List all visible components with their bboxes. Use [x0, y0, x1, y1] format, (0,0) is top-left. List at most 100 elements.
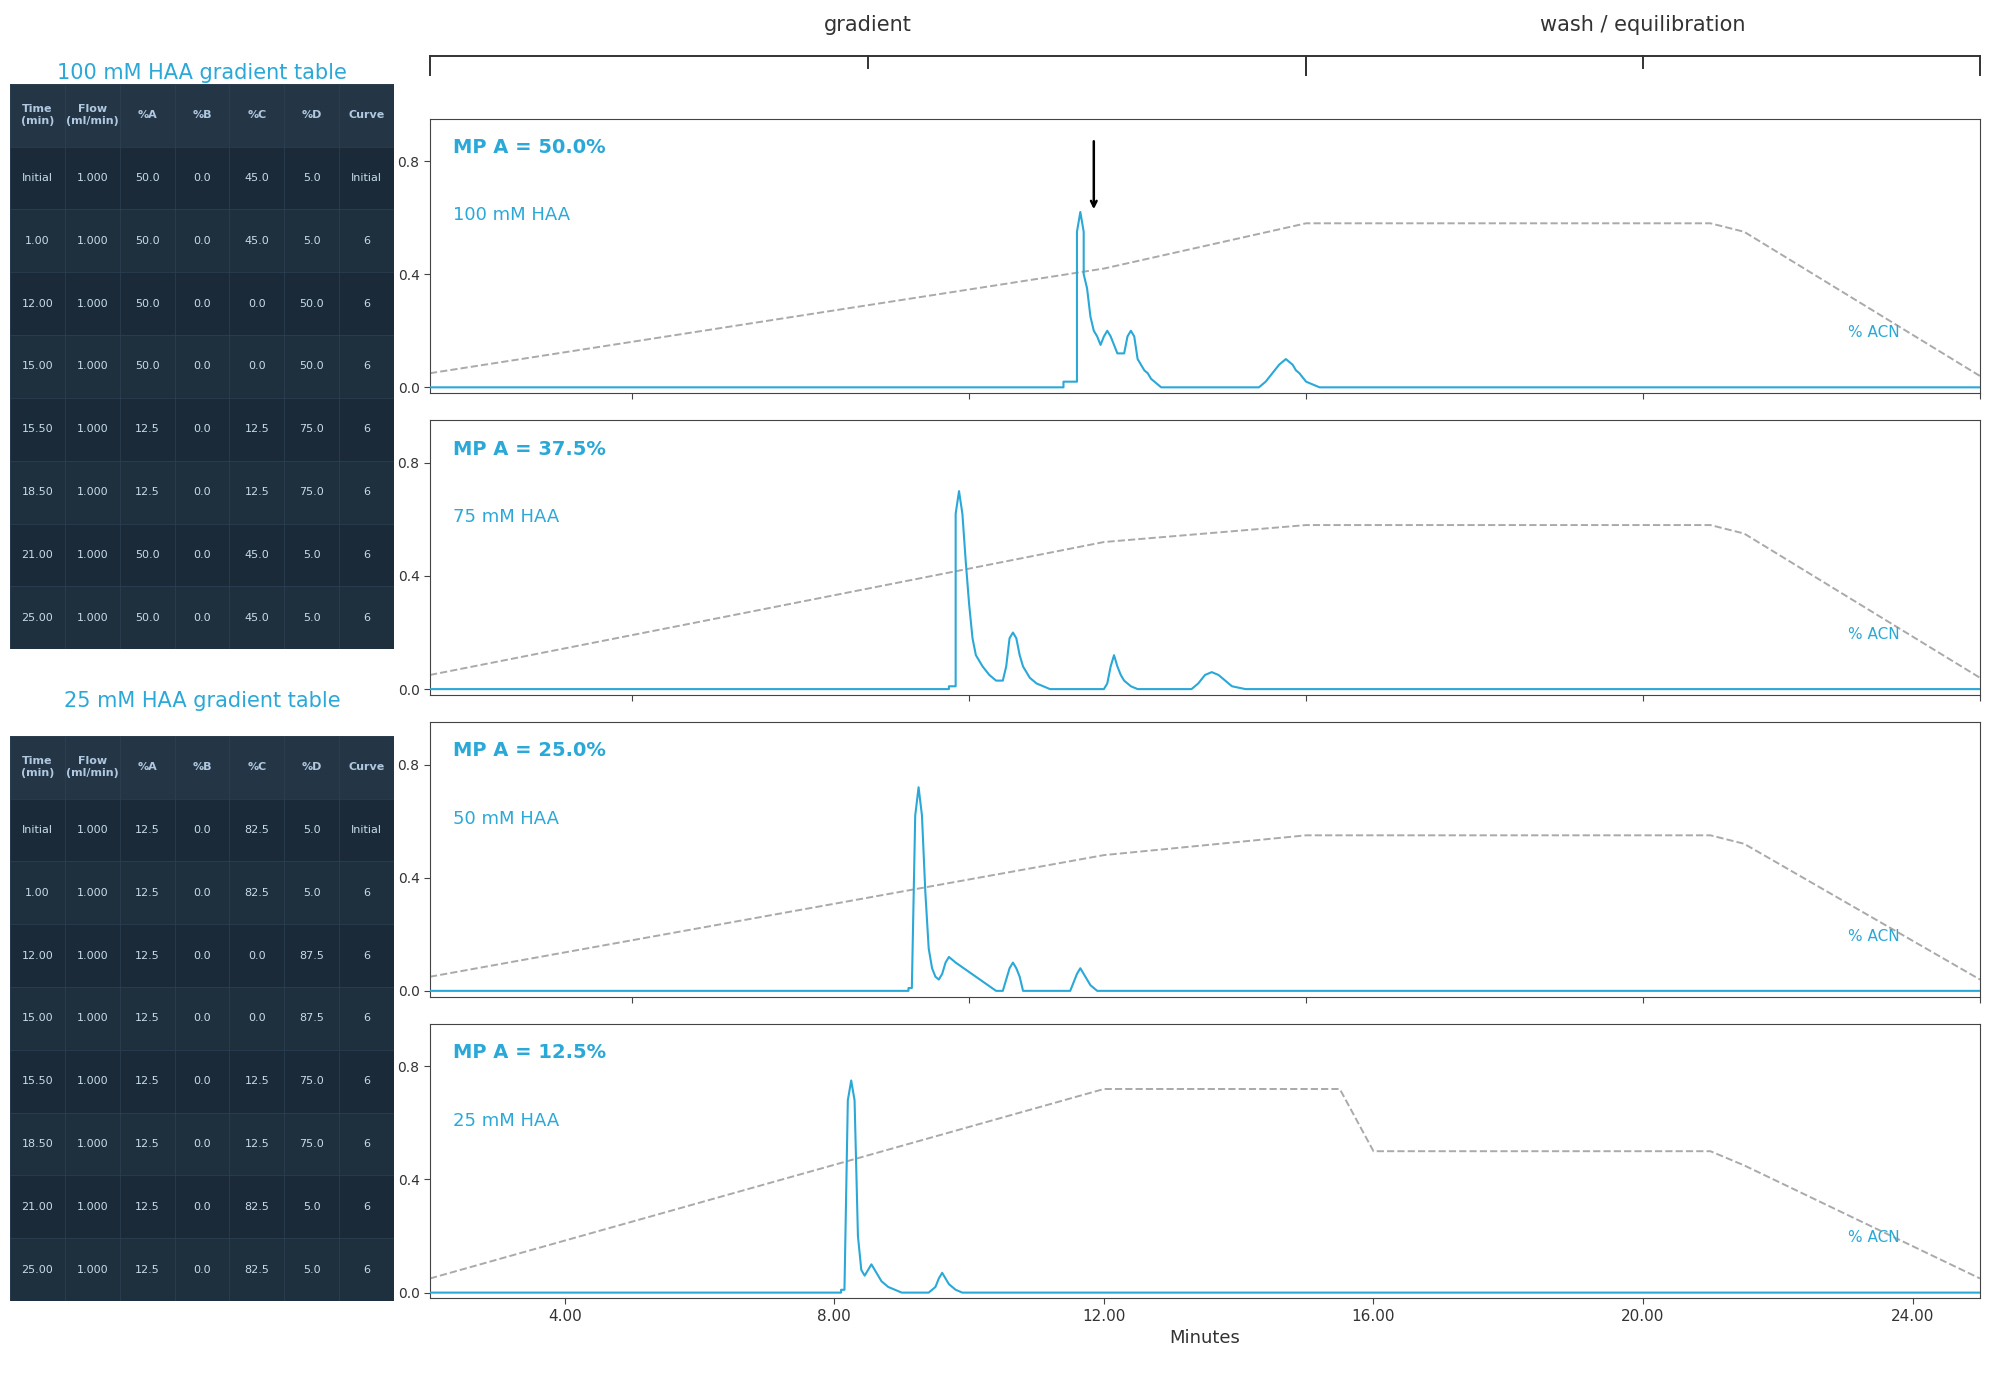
Text: 87.5: 87.5	[300, 1013, 324, 1023]
Text: 0.0: 0.0	[194, 550, 210, 560]
Text: MP A = 25.0%: MP A = 25.0%	[454, 741, 606, 761]
Text: 50.0: 50.0	[134, 236, 160, 246]
Text: 25 mM HAA: 25 mM HAA	[454, 1111, 560, 1129]
Text: 25.00: 25.00	[22, 613, 54, 623]
Text: 1.000: 1.000	[76, 1202, 108, 1212]
Bar	[10, 924, 394, 987]
Text: 6: 6	[364, 1202, 370, 1212]
Text: 12.5: 12.5	[134, 825, 160, 835]
Text: 0.0: 0.0	[194, 613, 210, 623]
Text: 45.0: 45.0	[244, 550, 270, 560]
Text: 0.0: 0.0	[248, 362, 266, 371]
Text: 0.0: 0.0	[194, 951, 210, 960]
Text: 15.00: 15.00	[22, 1013, 54, 1023]
Text: 5.0: 5.0	[302, 825, 320, 835]
Text: 100 mM HAA gradient table: 100 mM HAA gradient table	[58, 63, 346, 82]
Text: % ACN: % ACN	[1848, 1230, 1900, 1245]
Text: 21.00: 21.00	[22, 1202, 54, 1212]
Text: 0.0: 0.0	[194, 1076, 210, 1086]
X-axis label: Minutes: Minutes	[1170, 1329, 1240, 1347]
Text: 6: 6	[364, 1013, 370, 1023]
Text: 12.00: 12.00	[22, 951, 54, 960]
Text: 87.5: 87.5	[300, 951, 324, 960]
Text: 12.5: 12.5	[134, 487, 160, 497]
Text: 50.0: 50.0	[300, 362, 324, 371]
Text: 21.00: 21.00	[22, 550, 54, 560]
Text: %B: %B	[192, 762, 212, 772]
Bar	[10, 1113, 394, 1175]
Text: 12.5: 12.5	[244, 487, 270, 497]
Text: 1.000: 1.000	[76, 613, 108, 623]
Text: 1.00: 1.00	[26, 888, 50, 898]
Text: 1.000: 1.000	[76, 550, 108, 560]
Text: 1.000: 1.000	[76, 1013, 108, 1023]
Text: 12.5: 12.5	[134, 1265, 160, 1275]
Text: 6: 6	[364, 1265, 370, 1275]
Text: 6: 6	[364, 424, 370, 434]
Text: 1.000: 1.000	[76, 1139, 108, 1149]
Text: 18.50: 18.50	[22, 487, 54, 497]
Text: Initial: Initial	[22, 825, 52, 835]
Bar	[10, 147, 394, 209]
Text: 1.000: 1.000	[76, 825, 108, 835]
Text: %C: %C	[248, 110, 266, 120]
Text: %A: %A	[138, 110, 158, 120]
Text: wash / equilibration: wash / equilibration	[1540, 15, 1746, 35]
Text: 0.0: 0.0	[194, 888, 210, 898]
Text: 0.0: 0.0	[194, 487, 210, 497]
Text: 45.0: 45.0	[244, 613, 270, 623]
Text: Initial: Initial	[352, 825, 382, 835]
Text: 82.5: 82.5	[244, 825, 270, 835]
Text: 1.000: 1.000	[76, 173, 108, 183]
Bar	[10, 1238, 394, 1301]
Text: 6: 6	[364, 888, 370, 898]
Bar	[10, 736, 394, 799]
Text: MP A = 50.0%: MP A = 50.0%	[454, 138, 606, 156]
Text: % ACN: % ACN	[1848, 627, 1900, 642]
Bar	[10, 272, 394, 335]
Text: 12.5: 12.5	[244, 1076, 270, 1086]
Text: 45.0: 45.0	[244, 173, 270, 183]
Bar	[10, 987, 394, 1050]
Text: MP A = 12.5%: MP A = 12.5%	[454, 1043, 606, 1062]
Text: 0.0: 0.0	[194, 362, 210, 371]
Text: 75.0: 75.0	[300, 1139, 324, 1149]
Text: 1.000: 1.000	[76, 1265, 108, 1275]
Text: 0.0: 0.0	[194, 236, 210, 246]
Text: %D: %D	[302, 762, 322, 772]
Bar	[10, 335, 394, 398]
Text: Curve: Curve	[348, 110, 384, 120]
Text: 1.000: 1.000	[76, 299, 108, 309]
Bar	[10, 861, 394, 924]
Bar	[10, 398, 394, 461]
Text: 12.5: 12.5	[134, 951, 160, 960]
Y-axis label: AU: AU	[378, 246, 394, 267]
Text: Flow
(ml/min): Flow (ml/min)	[66, 105, 118, 126]
Text: %B: %B	[192, 110, 212, 120]
Bar	[10, 799, 394, 861]
Text: 5.0: 5.0	[302, 888, 320, 898]
Text: 6: 6	[364, 299, 370, 309]
Text: 5.0: 5.0	[302, 550, 320, 560]
Text: 15.50: 15.50	[22, 424, 54, 434]
Text: Flow
(ml/min): Flow (ml/min)	[66, 757, 118, 778]
Text: 6: 6	[364, 550, 370, 560]
Text: Time
(min): Time (min)	[20, 105, 54, 126]
Text: 12.00: 12.00	[22, 299, 54, 309]
Text: 50.0: 50.0	[300, 299, 324, 309]
Text: 0.0: 0.0	[194, 1265, 210, 1275]
Text: 6: 6	[364, 951, 370, 960]
Text: 0.0: 0.0	[248, 1013, 266, 1023]
Text: 82.5: 82.5	[244, 1202, 270, 1212]
Text: 50.0: 50.0	[134, 173, 160, 183]
Text: 0.0: 0.0	[194, 1202, 210, 1212]
Text: 12.5: 12.5	[134, 1013, 160, 1023]
Text: 0.0: 0.0	[248, 951, 266, 960]
Text: 1.000: 1.000	[76, 236, 108, 246]
Text: 82.5: 82.5	[244, 1265, 270, 1275]
Text: 6: 6	[364, 362, 370, 371]
Bar	[10, 524, 394, 586]
Text: 0.0: 0.0	[194, 1139, 210, 1149]
Text: 12.5: 12.5	[134, 1139, 160, 1149]
Text: Time
(min): Time (min)	[20, 757, 54, 778]
